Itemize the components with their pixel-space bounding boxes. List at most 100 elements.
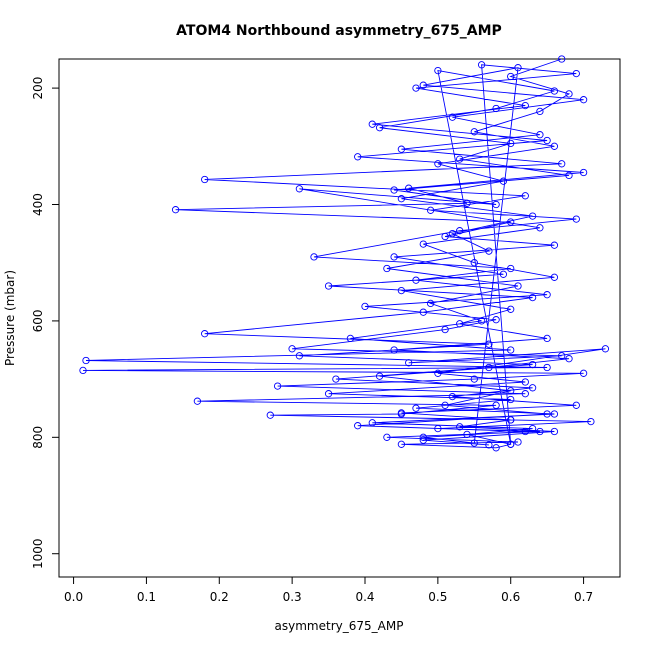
data-point (514, 64, 522, 72)
data-point (528, 360, 537, 369)
data-point (397, 440, 406, 448)
data-point (528, 293, 537, 302)
y-tick-label: 1000 (31, 538, 45, 569)
data-point (507, 264, 515, 273)
data-point (477, 317, 486, 325)
data-point (558, 160, 566, 168)
data-point (572, 401, 580, 409)
data-point (397, 145, 406, 153)
data-point (550, 273, 559, 281)
data-point (397, 286, 406, 295)
data-point (507, 387, 515, 395)
data-point (383, 433, 391, 441)
data-point (412, 404, 420, 412)
data-point (492, 104, 500, 113)
data-point (492, 200, 500, 209)
x-tick-label: 0.6 (501, 590, 520, 604)
data-point (543, 136, 551, 145)
data-point (273, 382, 282, 390)
x-tick-label: 0.4 (355, 590, 374, 604)
data-point (288, 345, 296, 353)
data-point (193, 397, 202, 405)
x-tick-label: 0.7 (574, 590, 593, 604)
data-point (419, 81, 427, 89)
data-point (201, 330, 209, 338)
x-tick-label: 0.0 (64, 590, 83, 604)
data-point (390, 346, 398, 354)
data-point (448, 392, 457, 401)
data-point (572, 215, 580, 223)
data-point (507, 440, 515, 448)
data-point (324, 390, 333, 398)
data-point (470, 375, 478, 383)
data-point (499, 177, 508, 185)
data-point (456, 227, 464, 235)
data-point (558, 352, 566, 360)
data-point (572, 69, 580, 78)
data-point (514, 438, 522, 446)
data-point (354, 153, 362, 161)
data-point (470, 439, 478, 447)
data-point (536, 427, 544, 436)
data-point (448, 229, 457, 238)
data-point (579, 96, 588, 104)
data-point (507, 346, 515, 354)
data-point (543, 334, 551, 343)
data-point (441, 325, 449, 334)
x-axis-label: asymmetry_675_AMP (275, 619, 404, 633)
data-point (492, 316, 500, 324)
data-point (521, 192, 529, 200)
data-point (295, 352, 304, 360)
data-point (463, 199, 471, 207)
data-point (521, 390, 529, 398)
data-point (536, 224, 544, 232)
data-point (550, 410, 559, 418)
data-point (485, 363, 493, 372)
data-point (397, 409, 406, 417)
y-axis-label: Pressure (mbar) (3, 270, 17, 366)
data-point (310, 253, 318, 261)
x-axis: 0.0 0.1 0.2 0.3 0.4 0.5 0.6 0.7 (64, 576, 593, 604)
data-point (477, 61, 486, 69)
data-point (375, 124, 384, 132)
data-point (550, 241, 559, 249)
y-tick-label: 600 (31, 309, 45, 332)
data-point (485, 441, 493, 449)
data-point (463, 430, 471, 439)
data-point (354, 422, 362, 430)
data-point (441, 232, 449, 241)
data-point (514, 282, 522, 290)
data-point (368, 120, 376, 128)
data-point (507, 139, 515, 148)
x-tick-label: 0.3 (283, 590, 302, 604)
y-tick-label: 200 (31, 77, 45, 100)
y-tick-label: 400 (31, 193, 45, 216)
data-point (434, 160, 442, 168)
data-point (361, 302, 369, 311)
data-point (543, 363, 551, 372)
data-point (528, 384, 537, 392)
data-point (201, 175, 209, 184)
data-point (492, 444, 500, 452)
data-point (485, 247, 493, 255)
data-point (419, 433, 427, 441)
data-point (412, 84, 420, 92)
data-point (543, 410, 551, 418)
data-point (82, 356, 90, 365)
x-tick-label: 0.5 (428, 590, 447, 604)
data-point (470, 128, 478, 136)
data-point (419, 436, 427, 444)
data-point (550, 142, 559, 150)
data-point (507, 218, 515, 226)
data-point (507, 395, 515, 404)
data-point (405, 184, 413, 192)
data-point (601, 345, 610, 353)
data-point (507, 416, 515, 424)
data-point (536, 107, 544, 116)
y-tick-label: 800 (31, 426, 45, 449)
data-point (419, 240, 427, 248)
plot-frame (58, 58, 621, 578)
data-point (507, 305, 515, 313)
data-point (456, 423, 464, 431)
